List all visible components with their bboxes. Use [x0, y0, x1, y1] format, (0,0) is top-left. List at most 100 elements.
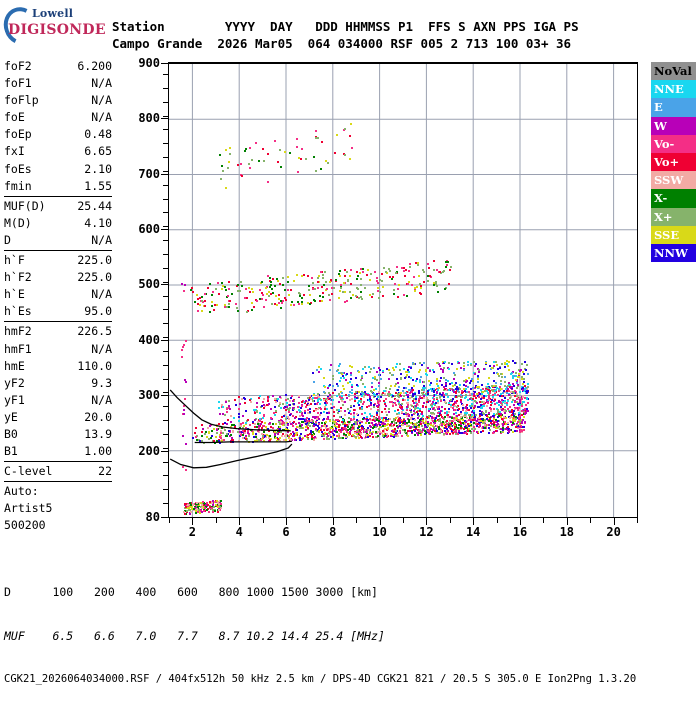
echo-point: [232, 439, 235, 442]
echo-point: [380, 426, 383, 429]
legend-item-vo[interactable]: Vo+: [651, 152, 696, 172]
echo-point: [378, 424, 381, 426]
echo-point: [490, 388, 493, 391]
echo-point: [318, 429, 321, 432]
echo-point: [245, 419, 248, 422]
echo-point: [267, 397, 270, 400]
echo-point: [518, 396, 521, 399]
legend-item-x[interactable]: X-: [651, 189, 696, 208]
param-key: D: [4, 232, 11, 247]
echo-point: [372, 430, 374, 433]
legend-item-sse[interactable]: SSE: [651, 225, 696, 244]
echo-point: [353, 411, 356, 414]
echo-point: [274, 423, 277, 426]
param-row-md: M(D) 4.10: [4, 215, 112, 232]
echo-point: [479, 412, 482, 415]
echo-point: [390, 430, 393, 432]
echo-point: [478, 415, 481, 418]
echo-point: [195, 512, 198, 515]
echo-point: [501, 413, 503, 416]
echo-point: [366, 394, 369, 397]
echo-point: [337, 432, 340, 435]
echo-point: [512, 370, 515, 373]
param-key: M(D): [4, 215, 32, 230]
echo-point: [278, 405, 281, 408]
echo-point: [503, 401, 506, 404]
echo-point: [250, 398, 253, 401]
echo-point: [411, 425, 414, 428]
echo-point: [508, 431, 511, 434]
echo-point: [323, 399, 326, 402]
direction-color-legend: NoVal NNE E W Vo- Vo+ SSW X- X+ SSE NNW: [651, 62, 696, 263]
echo-point: [187, 509, 190, 512]
echo-point: [221, 412, 224, 415]
echo-point: [522, 426, 524, 429]
echo-point: [237, 413, 240, 416]
echo-point: [485, 388, 488, 391]
echo-point: [253, 409, 256, 412]
legend-item-ssw[interactable]: SSW: [651, 171, 696, 190]
legend-item-noval[interactable]: NoVal: [651, 62, 696, 81]
echo-point: [392, 433, 395, 436]
echo-point: [405, 412, 408, 415]
echo-point: [452, 433, 455, 435]
echo-point: [407, 430, 410, 433]
echo-point: [254, 439, 257, 442]
echo-point: [199, 509, 202, 512]
echo-point: [300, 424, 303, 427]
echo-point: [221, 432, 224, 434]
echo-point: [457, 429, 460, 432]
echo-point: [343, 425, 346, 428]
legend-item-e[interactable]: E: [651, 98, 696, 117]
echo-point: [512, 422, 515, 425]
echo-point: [409, 425, 412, 428]
echo-point: [369, 430, 371, 433]
echo-point: [441, 409, 444, 412]
legend-item-x[interactable]: X+: [651, 207, 696, 226]
echo-point: [503, 416, 506, 419]
echo-point: [464, 415, 467, 418]
ionogram-plot-area[interactable]: [168, 62, 638, 518]
echo-point: [306, 400, 309, 403]
echo-point: [301, 417, 304, 420]
echo-point: [427, 398, 429, 401]
echo-point: [227, 419, 230, 421]
echo-point: [427, 408, 430, 410]
echo-point: [458, 408, 461, 411]
echo-point: [434, 419, 437, 422]
echo-point: [183, 510, 186, 513]
param-row-fof2: foF2 6.200: [4, 58, 112, 75]
echo-point: [311, 400, 314, 403]
echo-point: [410, 390, 413, 393]
echo-point: [264, 425, 267, 428]
echo-point: [458, 431, 461, 434]
echo-point: [471, 418, 474, 421]
echo-point: [323, 410, 326, 413]
echo-point: [353, 426, 356, 429]
echo-point: [435, 424, 438, 427]
echo-point: [255, 434, 258, 437]
legend-item-nne[interactable]: NNE: [651, 80, 696, 99]
echo-point: [441, 416, 444, 419]
echo-point: [493, 372, 496, 374]
echo-point: [372, 405, 375, 408]
echo-point: [346, 431, 348, 433]
echo-point: [317, 416, 319, 419]
echo-point: [516, 409, 519, 412]
echo-point: [429, 403, 432, 406]
echo-point: [259, 439, 262, 442]
echo-point: [285, 439, 288, 442]
echo-point: [499, 407, 502, 410]
echo-point: [488, 397, 490, 399]
echo-point: [328, 419, 331, 422]
echo-point: [399, 395, 402, 398]
echo-point: [255, 432, 258, 435]
legend-item-nnw[interactable]: NNW: [651, 243, 696, 263]
param-key: foF2: [4, 59, 32, 73]
legend-item-w[interactable]: W: [651, 116, 696, 135]
echo-point: [356, 396, 359, 399]
echo-point: [460, 399, 462, 401]
echo-point: [453, 424, 456, 427]
echo-point: [329, 427, 331, 430]
legend-item-vo[interactable]: Vo-: [651, 134, 696, 153]
